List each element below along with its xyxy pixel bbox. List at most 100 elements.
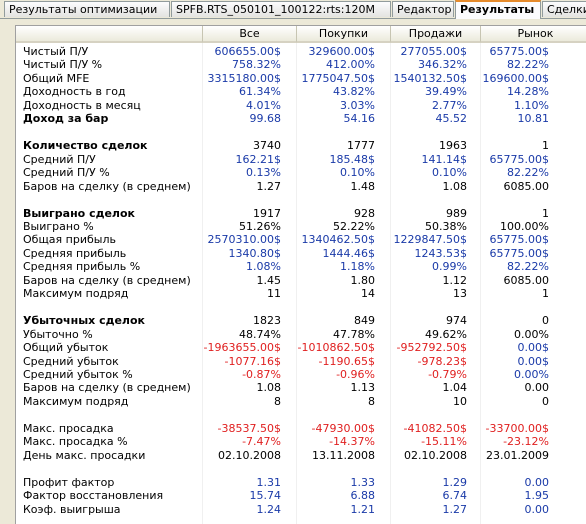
tab-3[interactable]: Редактор xyxy=(392,1,454,17)
metric-value-market: 65775.00$ xyxy=(489,233,550,246)
tab-4[interactable]: Результаты xyxy=(455,0,541,19)
metric-value-sell: 0.10% xyxy=(432,166,467,179)
metric-value-buy: 0.10% xyxy=(340,166,375,179)
metric-value-sell: -0.79% xyxy=(428,368,467,381)
metric-value-all: 2570310.00$ xyxy=(207,233,281,246)
column-divider xyxy=(202,43,203,524)
metric-value-buy: -1190.65$ xyxy=(318,355,375,368)
metric-value-sell: -41082.50$ xyxy=(403,422,467,435)
metric-value-buy: 329600.00$ xyxy=(308,45,375,58)
metric-value-buy: 14 xyxy=(361,287,375,300)
metric-label: Доходность в год xyxy=(23,85,126,98)
metric-value-sell: 2.77% xyxy=(432,99,467,112)
metric-value-sell: 39.49% xyxy=(425,85,467,98)
metric-value-market: 169600.00$ xyxy=(482,72,549,85)
metric-label: Средний убыток xyxy=(23,355,119,368)
metric-label: Доходность в месяц xyxy=(23,99,141,112)
metric-value-all: 1.27 xyxy=(256,180,282,193)
metric-value-market: 1 xyxy=(542,207,549,220)
metric-label: Средняя прибыль % xyxy=(23,260,141,273)
tab-1[interactable]: Результаты оптимизации xyxy=(4,1,170,17)
metric-value-sell: -15.11% xyxy=(421,435,467,448)
metric-value-market: 82.22% xyxy=(507,58,549,71)
metric-value-market: 0 xyxy=(542,395,549,408)
metric-value-sell: 1.29 xyxy=(442,476,468,489)
header-sell[interactable]: Продажи xyxy=(391,26,481,43)
column-divider xyxy=(390,43,391,524)
tab-2[interactable]: SPFB.RTS_050101_100122:rts:120M xyxy=(171,1,391,17)
header-buy[interactable]: Покупки xyxy=(297,26,391,43)
metric-label: Общая прибыль xyxy=(23,233,116,246)
metric-value-all: -38537.50$ xyxy=(217,422,281,435)
metric-label: Профит фактор xyxy=(23,476,115,489)
header-market[interactable]: Рынок xyxy=(481,26,586,43)
header-all[interactable]: Все xyxy=(203,26,297,43)
metric-value-buy: -14.37% xyxy=(329,435,375,448)
metric-value-market: 10.81 xyxy=(517,112,550,125)
metric-value-market: 1 xyxy=(542,287,549,300)
metric-value-all: 51.26% xyxy=(239,220,281,233)
metric-label: Доход за бар xyxy=(23,112,109,125)
metric-label: Чистый П/У % xyxy=(23,58,103,71)
metric-value-market: 0.00$ xyxy=(517,341,550,354)
metric-label: Коэф. выигрыша xyxy=(23,503,121,516)
metric-value-sell: 1540132.50$ xyxy=(393,72,467,85)
metric-value-buy: 47.78% xyxy=(333,328,375,341)
column-divider xyxy=(296,43,297,524)
metric-value-all: 0.13% xyxy=(246,166,281,179)
metric-value-sell: 0.99% xyxy=(432,260,467,273)
metric-value-market: 0.00 xyxy=(524,503,550,516)
metric-value-all: 4.01% xyxy=(246,99,281,112)
metric-label: Фактор восстановления xyxy=(23,489,164,502)
metric-value-market: 65775.00$ xyxy=(489,247,550,260)
metric-label: Убыточно % xyxy=(23,328,93,341)
metric-label: Баров на сделку (в среднем) xyxy=(23,180,191,193)
tab-5[interactable]: Сделки xyxy=(542,1,586,17)
metric-value-sell: 1.27 xyxy=(442,503,468,516)
metric-value-all: 48.74% xyxy=(239,328,281,341)
metric-value-sell: 141.14$ xyxy=(421,153,468,166)
metric-value-buy: 6.88 xyxy=(350,489,376,502)
metric-value-all: 1823 xyxy=(253,314,281,327)
metric-value-buy: 1.33 xyxy=(350,476,376,489)
metric-value-market: -23.12% xyxy=(503,435,549,448)
metric-value-sell: 10 xyxy=(453,395,467,408)
metric-value-sell: 277055.00$ xyxy=(400,45,467,58)
tab-bar: Результаты оптимизации SPFB.RTS_050101_10… xyxy=(0,0,586,19)
metric-value-all: 1.08% xyxy=(246,260,281,273)
metric-value-all: 1.45 xyxy=(256,274,282,287)
metric-value-all: 1917 xyxy=(253,207,281,220)
metric-value-market: 0.00$ xyxy=(517,355,550,368)
metric-label: Общий убыток xyxy=(23,341,109,354)
metric-value-buy: 1.48 xyxy=(350,180,376,193)
header-label[interactable] xyxy=(16,26,203,43)
metric-value-market: 0.00% xyxy=(514,368,549,381)
metric-value-all: 758.32% xyxy=(232,58,281,71)
metric-label: Чистый П/У xyxy=(23,45,89,58)
metric-value-market: 1.10% xyxy=(514,99,549,112)
metric-value-all: 61.34% xyxy=(239,85,281,98)
metric-value-buy: 1.18% xyxy=(340,260,375,273)
metric-value-sell: 6.74 xyxy=(442,489,468,502)
metric-label: Баров на сделку (в среднем) xyxy=(23,274,191,287)
metric-value-sell: 346.32% xyxy=(418,58,467,71)
metric-value-sell: 13 xyxy=(453,287,467,300)
metric-label: Средний П/У xyxy=(23,153,96,166)
metric-value-all: -1077.16$ xyxy=(224,355,281,368)
metric-label: Общий MFE xyxy=(23,72,90,85)
metric-label: Средний убыток % xyxy=(23,368,133,381)
metric-value-market: 1 xyxy=(542,139,549,152)
metric-value-all: 162.21$ xyxy=(235,153,282,166)
metric-value-market: 0.00 xyxy=(524,476,550,489)
metric-value-all: 1.31 xyxy=(256,476,282,489)
metric-value-all: 99.68 xyxy=(249,112,282,125)
metric-value-all: -1963655.00$ xyxy=(203,341,281,354)
metric-value-buy: 13.11.2008 xyxy=(312,449,375,462)
metric-value-buy: 8 xyxy=(368,395,375,408)
metric-value-market: 65775.00$ xyxy=(489,45,550,58)
metric-value-sell: 974 xyxy=(446,314,467,327)
metric-value-buy: 849 xyxy=(354,314,375,327)
metric-value-all: -7.47% xyxy=(242,435,281,448)
metric-value-sell: 989 xyxy=(446,207,467,220)
metric-value-buy: -47930.00$ xyxy=(311,422,375,435)
